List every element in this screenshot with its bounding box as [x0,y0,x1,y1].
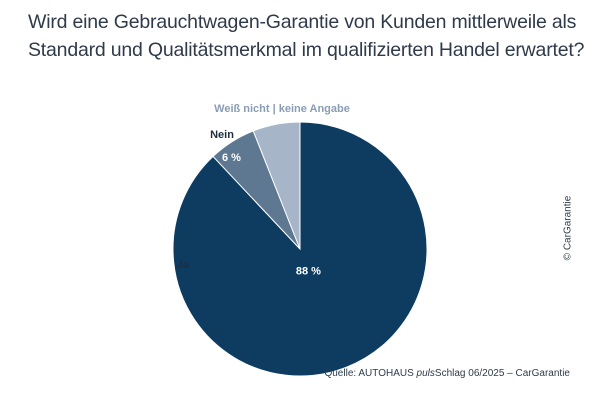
slice-name-label-2: Nein [210,129,234,141]
pie-slice-3 [252,121,301,250]
slice-value-label-1: 88 % [296,265,321,277]
source-italic: puls [416,368,435,379]
copyright-note: © CarGarantie [562,195,574,261]
source-suffix: Schlag 06/2025 – CarGarantie [434,368,570,379]
pie-slice-1 [172,121,428,377]
source-prefix: Quelle: AUTOHAUS [324,368,417,379]
slice-value-label-2: 6 % [222,152,241,164]
chart-title: Wird eine Gebrauchtwagen-Garantie von Ku… [28,11,585,61]
slice-name-label-3: Weiß nicht | keine Angabe [214,103,350,115]
source-note: Quelle: AUTOHAUS pulsSchlag 06/2025 – Ca… [324,368,570,379]
slice-name-label-1: Ja [177,259,190,271]
